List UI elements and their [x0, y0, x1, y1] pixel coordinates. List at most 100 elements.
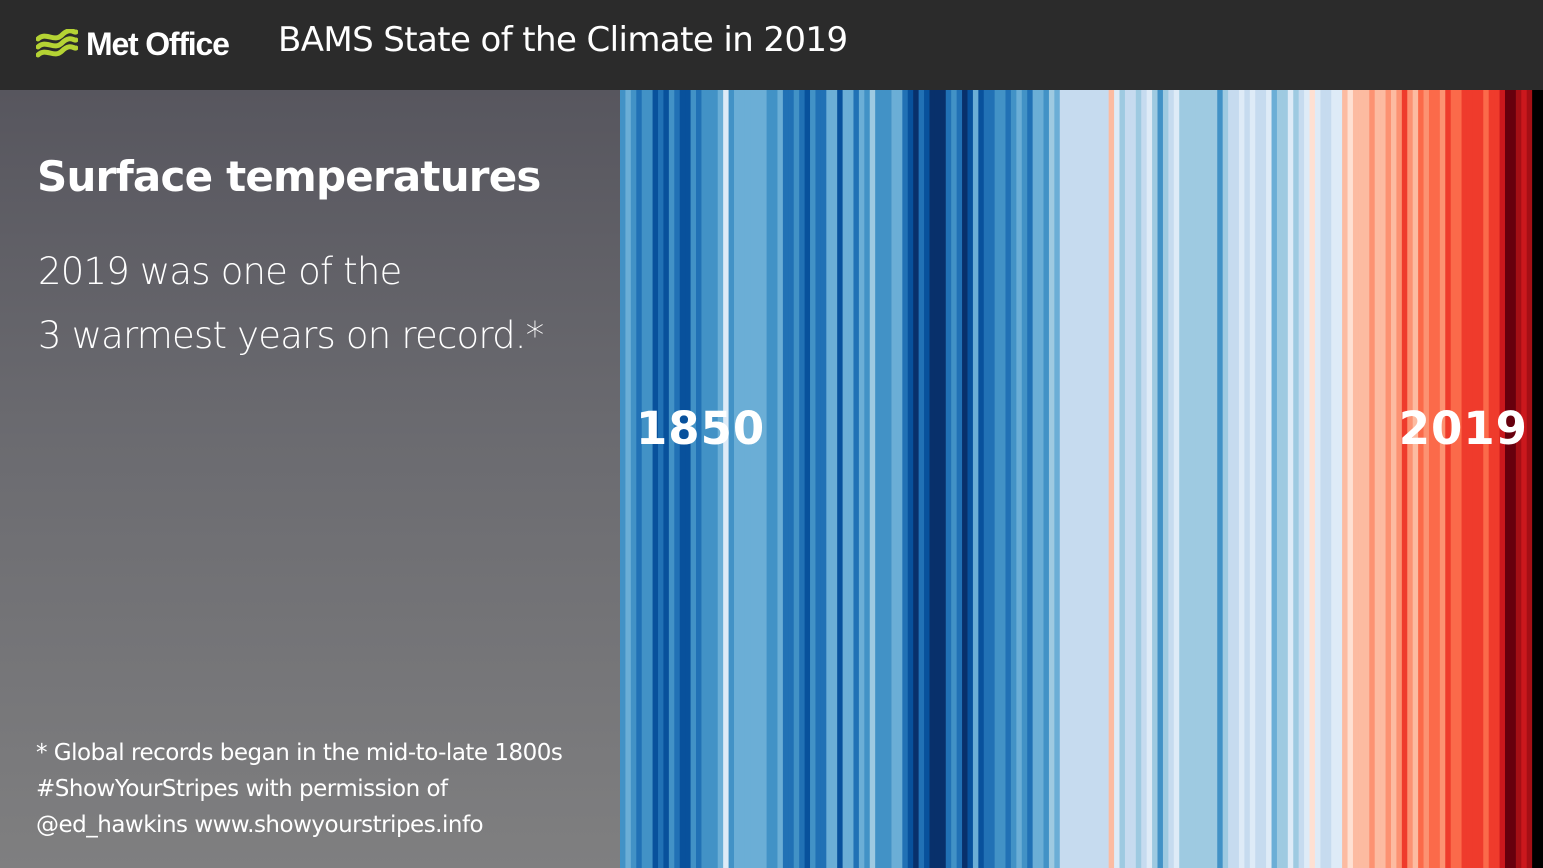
stripe-1859 — [668, 90, 675, 868]
stripe-1914 — [967, 90, 974, 868]
stripe-1945 — [1135, 90, 1142, 868]
stripe-1905 — [918, 90, 925, 868]
stripe-1942 — [1119, 90, 1126, 868]
stripe-1968 — [1260, 90, 1267, 868]
stripe-1966 — [1249, 90, 1256, 868]
footnote-records: * Global records began in the mid-to-lat… — [36, 740, 563, 766]
stripe-1939 — [1103, 90, 1110, 868]
stripe-2010 — [1488, 90, 1495, 868]
stripe-1887 — [820, 90, 827, 868]
stripe-1867 — [712, 90, 719, 868]
stripe-1940 — [1108, 90, 1115, 868]
stripe-1955 — [1190, 90, 1197, 868]
stripe-1919 — [994, 90, 1001, 868]
stripe-1947 — [1146, 90, 1153, 868]
stripe-2005 — [1461, 90, 1468, 868]
stripe-1855 — [647, 90, 654, 868]
stripe-1982 — [1336, 90, 1343, 868]
stripe-1874 — [750, 90, 757, 868]
stripe-1998 — [1423, 90, 1430, 868]
stripe-1860 — [674, 90, 681, 868]
stripe-1977 — [1309, 90, 1316, 868]
stripe-2004 — [1456, 90, 1463, 868]
stripe-1986 — [1358, 90, 1365, 868]
stripe-2014 — [1510, 90, 1517, 868]
stripe-1970 — [1271, 90, 1278, 868]
footnote-hashtag: #ShowYourStripes with permission of — [36, 776, 448, 802]
stripe-1872 — [739, 90, 746, 868]
stripe-1976 — [1304, 90, 1311, 868]
stripe-1954 — [1184, 90, 1191, 868]
stripe-1868 — [717, 90, 724, 868]
stripe-2012 — [1499, 90, 1506, 868]
stripe-1876 — [761, 90, 768, 868]
stripe-1853 — [636, 90, 643, 868]
stripe-1902 — [902, 90, 909, 868]
stripe-1975 — [1298, 90, 1305, 868]
stripe-2001 — [1439, 90, 1446, 868]
stripe-2002 — [1445, 90, 1452, 868]
stripe-1863 — [690, 90, 697, 868]
stripe-1972 — [1282, 90, 1289, 868]
stripe-1880 — [782, 90, 789, 868]
page-title: BAMS State of the Climate in 2019 — [278, 20, 848, 60]
stripe-1892 — [848, 90, 855, 868]
stripe-2003 — [1450, 90, 1457, 868]
stripe-1944 — [1130, 90, 1137, 868]
stripe-1937 — [1092, 90, 1099, 868]
stripe-1888 — [826, 90, 833, 868]
stripe-1866 — [706, 90, 713, 868]
stripe-1991 — [1385, 90, 1392, 868]
stripe-1911 — [951, 90, 958, 868]
stripe-1925 — [1027, 90, 1034, 868]
stripe-1951 — [1168, 90, 1175, 868]
stripe-1918 — [989, 90, 996, 868]
stripe-1941 — [1114, 90, 1121, 868]
stripe-1910 — [945, 90, 952, 868]
stripe-1927 — [1038, 90, 1045, 868]
stripe-2000 — [1434, 90, 1441, 868]
stripe-1994 — [1401, 90, 1408, 868]
stripe-1893 — [853, 90, 860, 868]
stripe-1878 — [772, 90, 779, 868]
stripe-1864 — [696, 90, 703, 868]
stripe-1967 — [1255, 90, 1262, 868]
stripe-2006 — [1466, 90, 1474, 868]
stripe-1935 — [1081, 90, 1088, 868]
stripe-1943 — [1124, 90, 1131, 868]
stripe-1854 — [641, 90, 648, 868]
stripe-1869 — [723, 90, 730, 868]
stripe-1959 — [1211, 90, 1218, 868]
stripe-1961 — [1222, 90, 1229, 868]
stripe-1877 — [766, 90, 773, 868]
stripe-1891 — [842, 90, 849, 868]
stripe-1916 — [978, 90, 985, 868]
stripe-2013 — [1504, 90, 1512, 868]
stripe-1963 — [1233, 90, 1240, 868]
stripe-1909 — [940, 90, 947, 868]
stripes-svg — [620, 90, 1543, 868]
stripe-1871 — [734, 90, 741, 868]
stripe-1990 — [1380, 90, 1387, 868]
stripe-1953 — [1179, 90, 1186, 868]
stripe-1926 — [1032, 90, 1039, 868]
stripe-1985 — [1352, 90, 1359, 868]
stripe-1915 — [972, 90, 979, 868]
stripe-1929 — [1048, 90, 1055, 868]
stripe-1865 — [701, 90, 708, 868]
stripe-1883 — [799, 90, 806, 868]
stripe-1993 — [1396, 90, 1403, 868]
headline-line-2: 3 warmest years on record.* — [38, 314, 544, 357]
info-panel: Surface temperatures 2019 was one of the… — [0, 90, 620, 868]
panel-title: Surface temperatures — [37, 152, 541, 201]
stripe-1957 — [1200, 90, 1207, 868]
stripe-1889 — [831, 90, 838, 868]
stripe-1882 — [793, 90, 800, 868]
stripe-1900 — [891, 90, 898, 868]
stripe-1958 — [1206, 90, 1213, 868]
stripe-1930 — [1054, 90, 1061, 868]
stripe-1979 — [1320, 90, 1327, 868]
stripe-1948 — [1152, 90, 1159, 868]
stripe-1924 — [1021, 90, 1028, 868]
start-year-label: 1850 — [636, 402, 766, 455]
